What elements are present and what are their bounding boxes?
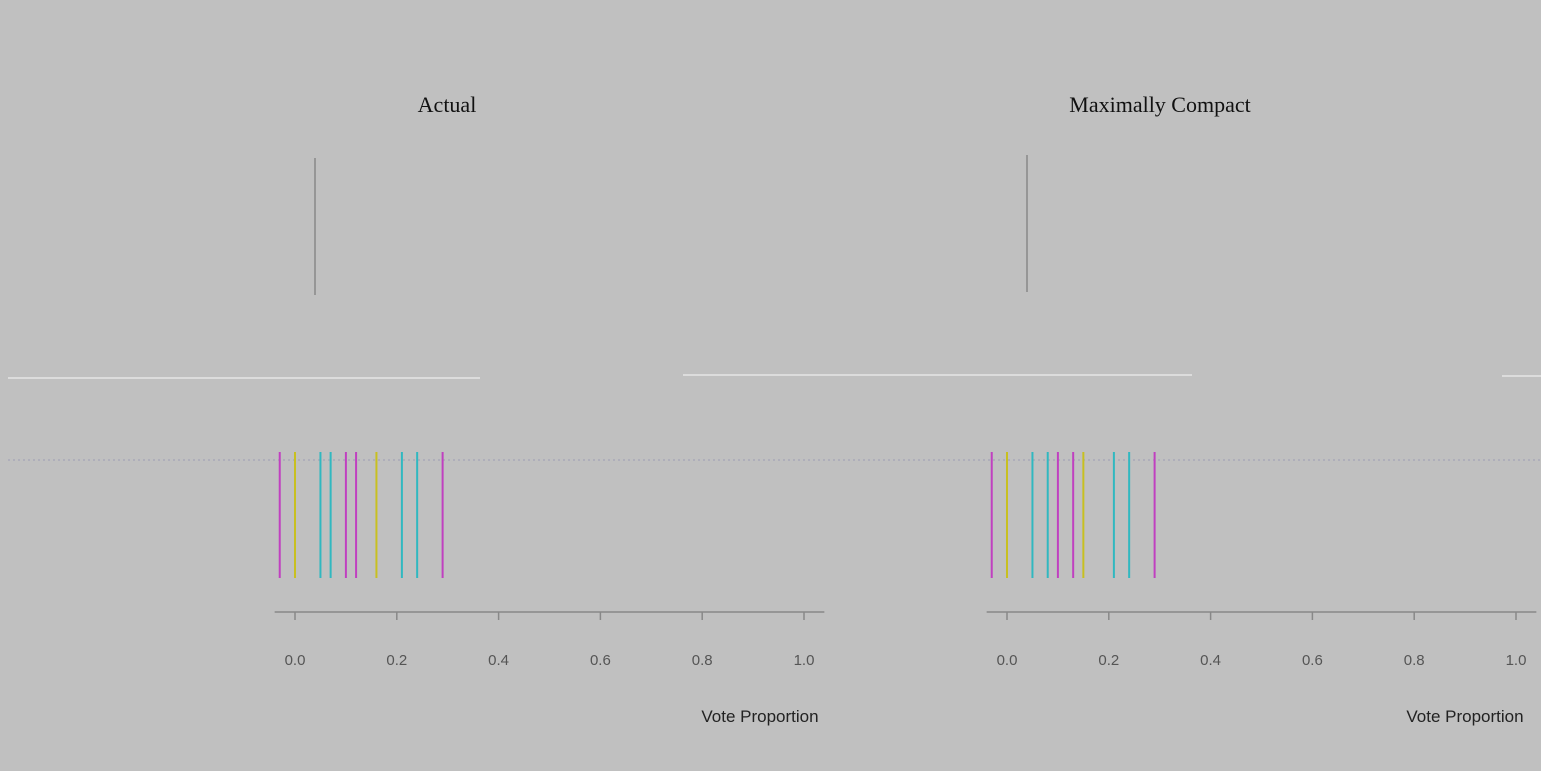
x-tick-label: 0.6 (1302, 652, 1323, 669)
x-tick-label: 0.6 (590, 652, 611, 669)
panel-title: Maximally Compact (1069, 92, 1250, 117)
x-tick-label: 0.4 (488, 652, 509, 669)
panel-title: Actual (418, 92, 477, 117)
x-axis-label: Vote Proportion (1406, 707, 1523, 726)
x-tick-label: 0.8 (1404, 652, 1425, 669)
x-tick-label: 0.4 (1200, 652, 1221, 669)
x-tick-label: 0.0 (285, 652, 306, 669)
chart: Actual 0.0 0.2 0.4 0.6 0.8 1.0 Vote Proportion M… (0, 0, 1541, 771)
x-tick-label: 0.2 (386, 652, 407, 669)
x-tick-label: 1.0 (1506, 652, 1527, 669)
x-tick-label: 1.0 (794, 652, 815, 669)
x-tick-label: 0.2 (1098, 652, 1119, 669)
x-axis-label: Vote Proportion (701, 707, 818, 726)
x-tick-label: 0.8 (692, 652, 713, 669)
x-tick-label: 0.0 (997, 652, 1018, 669)
